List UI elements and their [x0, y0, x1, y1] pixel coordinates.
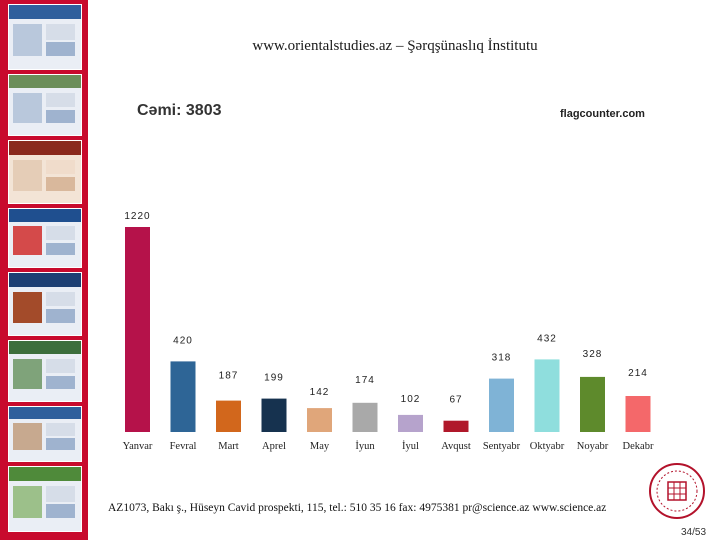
website-thumbnail-strip — [6, 0, 84, 540]
category-label-fevral: Fevral — [170, 441, 197, 452]
website-thumbnail — [8, 340, 82, 402]
value-label-mart: 187 — [219, 371, 239, 382]
value-label-i̇yul: 102 — [401, 394, 421, 405]
value-label-aprel: 199 — [264, 373, 284, 384]
value-label-may: 142 — [310, 387, 330, 398]
source-label: flagcounter.com — [560, 108, 645, 120]
academy-seal-icon — [649, 463, 705, 519]
bar-sentyabr — [489, 378, 514, 432]
website-thumbnail — [8, 406, 82, 462]
bar-fevral — [170, 361, 196, 432]
category-label-may: May — [310, 441, 330, 452]
bar-oktyabr — [534, 359, 560, 432]
category-label-i̇yul: İyul — [402, 440, 419, 452]
website-thumbnail — [8, 466, 82, 532]
value-label-avqust: 67 — [449, 395, 462, 406]
category-label-mart: Mart — [218, 441, 238, 452]
value-label-i̇yun: 174 — [355, 375, 375, 386]
bar-i̇yul — [398, 414, 423, 432]
website-thumbnail — [8, 4, 82, 70]
bar-may — [307, 408, 332, 432]
value-label-noyabr: 328 — [583, 349, 603, 360]
bar-aprel — [261, 398, 287, 432]
value-label-fevral: 420 — [173, 335, 193, 346]
bar-i̇yun — [352, 402, 378, 432]
value-label-dekabr: 214 — [628, 368, 648, 379]
category-label-sentyabr: Sentyabr — [483, 441, 521, 452]
slide-title: www.orientalstudies.az – Şərqşünaslıq İn… — [252, 38, 538, 54]
bar-yanvar — [125, 227, 150, 432]
bar-noyabr — [580, 376, 605, 432]
bar-avqust — [443, 420, 469, 432]
value-label-sentyabr: 318 — [492, 353, 512, 364]
footer-contact: AZ1073, Bakı ş., Hüseyn Cavid prospekti,… — [108, 502, 607, 514]
total-visitors-label: Cəmi: 3803 — [137, 102, 222, 119]
bar-dekabr — [625, 396, 651, 432]
website-thumbnail — [8, 272, 82, 336]
page-number: 34/53 — [681, 527, 707, 538]
category-label-noyabr: Noyabr — [577, 441, 609, 452]
value-label-yanvar: 1220 — [124, 211, 150, 222]
category-label-avqust: Avqust — [441, 441, 471, 452]
website-thumbnail — [8, 140, 82, 204]
category-label-dekabr: Dekabr — [623, 441, 654, 452]
category-label-oktyabr: Oktyabr — [530, 441, 565, 452]
website-thumbnail — [8, 208, 82, 268]
category-label-aprel: Aprel — [262, 441, 286, 452]
category-label-yanvar: Yanvar — [123, 441, 153, 452]
value-label-oktyabr: 432 — [537, 333, 557, 344]
category-label-i̇yun: İyun — [355, 440, 375, 452]
bar-mart — [216, 400, 241, 432]
website-thumbnail — [8, 74, 82, 136]
